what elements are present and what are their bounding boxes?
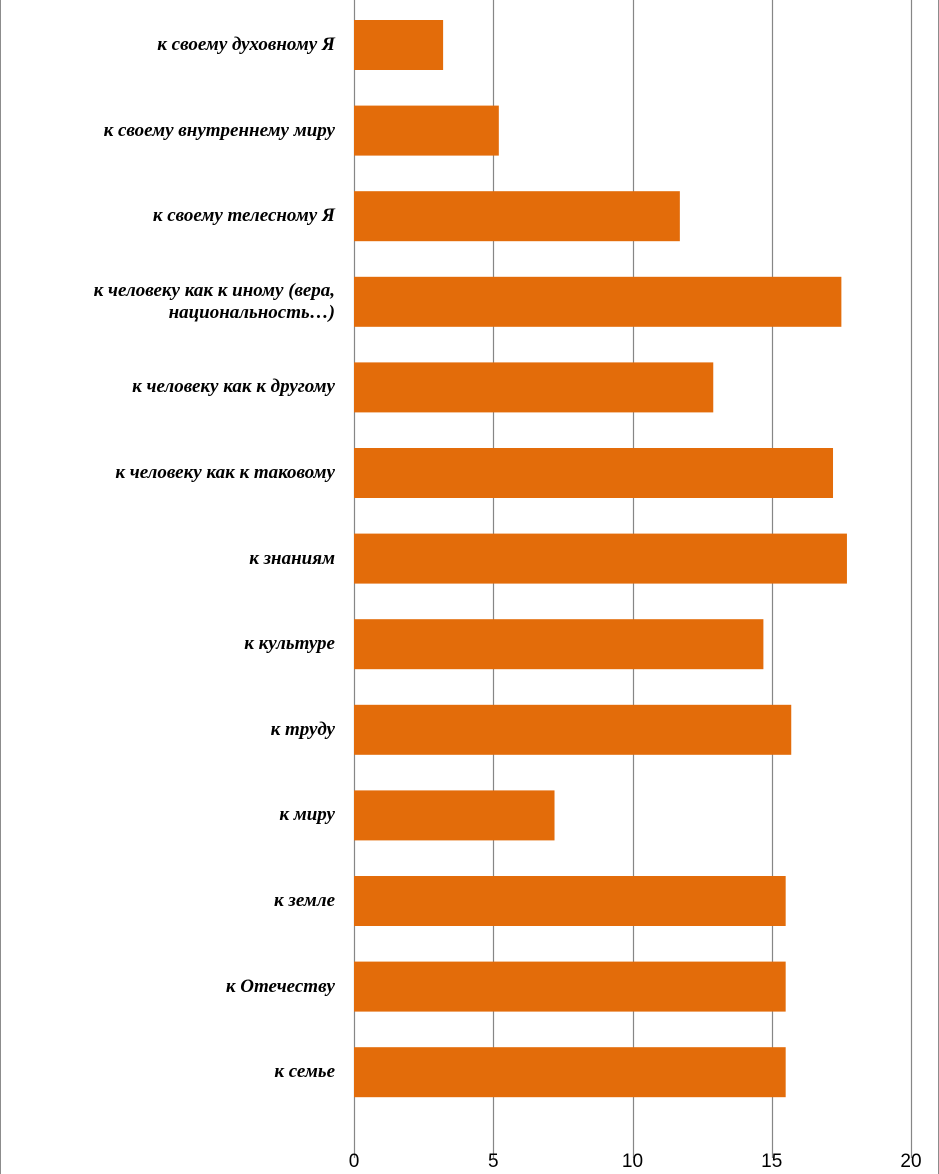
category-label: к земле	[274, 890, 335, 911]
bar	[354, 704, 792, 755]
bar	[354, 876, 786, 926]
bar	[354, 1047, 786, 1098]
x-tick-label: 20	[900, 1151, 921, 1172]
bar	[354, 191, 680, 242]
bar	[354, 790, 555, 841]
category-label: к человеку как к таковому	[115, 462, 335, 483]
bar	[354, 362, 714, 413]
x-axis-ticks: 0 5 10 15 20	[349, 1151, 922, 1172]
bar	[354, 533, 847, 584]
category-label: к своему духовному Я	[157, 34, 335, 55]
x-tick-label: 15	[761, 1151, 782, 1172]
category-label: к труду	[270, 718, 335, 740]
category-label: к человеку как к другому	[132, 376, 335, 398]
category-label: к знаниям	[249, 547, 335, 569]
bar	[354, 276, 842, 327]
bar	[354, 448, 834, 498]
category-label: к миру	[279, 804, 335, 826]
x-tick-label: 0	[349, 1151, 360, 1172]
category-label: к семье	[274, 1061, 335, 1083]
category-label: к своему внутреннему миру	[103, 119, 335, 141]
bar	[354, 20, 444, 70]
category-label: к Отечеству	[225, 975, 335, 997]
bar	[354, 961, 786, 1012]
bar	[354, 619, 764, 670]
category-label: к культуре	[244, 633, 335, 655]
category-label: к своему телесному Я	[152, 205, 335, 227]
x-tick-label: 10	[622, 1151, 643, 1172]
x-tick-label: 5	[488, 1151, 499, 1172]
bars	[354, 20, 847, 1098]
bar	[354, 105, 499, 156]
category-label: к человеку как к иному (вера, национальн…	[93, 279, 335, 323]
